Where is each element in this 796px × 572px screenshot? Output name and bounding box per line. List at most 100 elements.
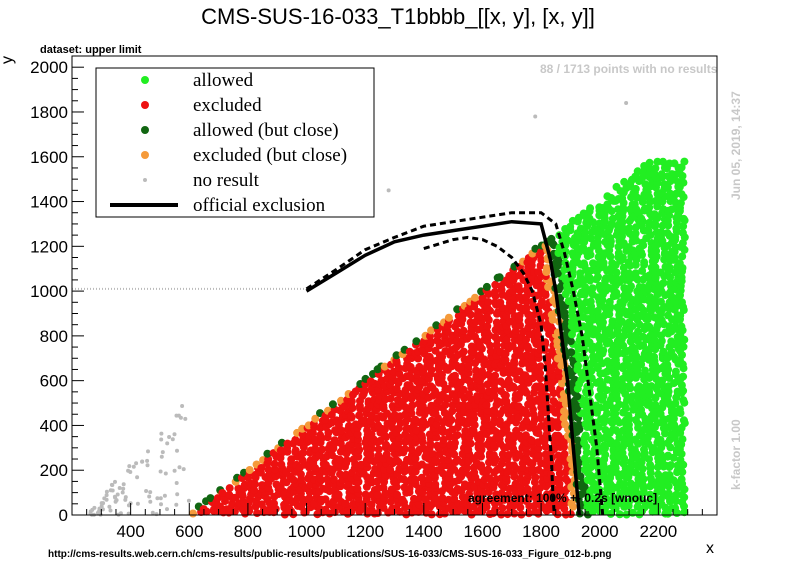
scatter-point <box>586 204 595 213</box>
scatter-point <box>659 157 667 166</box>
scatter-point <box>490 377 499 386</box>
scatter-point <box>624 411 633 420</box>
scatter-point <box>491 371 500 380</box>
scatter-point <box>386 394 395 403</box>
scatter-point-no-result <box>180 404 185 408</box>
scatter-point <box>441 400 450 409</box>
scatter-point <box>374 445 383 454</box>
scatter-point <box>484 465 493 474</box>
scatter-point <box>671 504 680 513</box>
scatter-point <box>663 360 672 369</box>
scatter-point <box>502 397 511 406</box>
scatter-point <box>328 451 336 460</box>
scatter-point <box>496 377 505 386</box>
x-tick-label: 1200 <box>346 522 384 541</box>
scatter-point-no-result <box>144 489 149 493</box>
scatter-point <box>554 451 563 460</box>
scatter-point <box>213 494 222 503</box>
scatter-point <box>360 416 369 425</box>
scatter-point <box>478 294 487 302</box>
scatter-point <box>316 431 325 440</box>
scatter-point <box>218 489 227 497</box>
scatter-point <box>606 480 615 489</box>
scatter-point-no-result <box>123 495 128 500</box>
scatter-point <box>666 273 675 282</box>
scatter-point <box>675 259 684 268</box>
scatter-point <box>432 420 441 429</box>
x-axis-label: x <box>706 540 714 557</box>
scatter-point <box>251 480 259 489</box>
scatter-point <box>534 466 543 474</box>
scatter-point <box>431 456 440 465</box>
scatter-point <box>298 456 307 465</box>
scatter-point <box>470 421 479 430</box>
scatter-point <box>438 425 447 434</box>
legend: allowed excluded allowed (but close) exclud… <box>95 67 375 218</box>
scatter-point <box>393 490 402 499</box>
scatter-point <box>411 415 420 424</box>
scatter-point <box>679 178 688 187</box>
scatter-point <box>677 475 686 484</box>
scatter-point <box>466 439 475 448</box>
scatter-point <box>318 445 327 454</box>
scatter-point <box>527 436 536 445</box>
scatter-point <box>612 288 621 297</box>
scatter-point <box>309 499 318 508</box>
scatter-point-no-result <box>117 486 122 490</box>
legend-dot-marker <box>143 178 147 182</box>
scatter-point <box>581 229 590 237</box>
scatter-point <box>580 234 589 243</box>
scatter-point <box>501 356 510 365</box>
scatter-point-no-result <box>163 471 168 476</box>
scatter-point <box>631 184 640 193</box>
scatter-point-no-result <box>108 508 113 513</box>
scatter-point-no-result <box>104 493 109 498</box>
scatter-point <box>379 483 388 492</box>
scatter-point-no-result <box>135 475 140 480</box>
y-tick-label: 400 <box>40 416 68 435</box>
scatter-point <box>638 266 647 275</box>
legend-box <box>95 67 375 218</box>
scatter-point <box>580 454 589 463</box>
scatter-point <box>620 480 629 488</box>
scatter-point <box>400 445 409 454</box>
scatter-point <box>606 273 615 282</box>
scatter-point <box>386 465 395 474</box>
scatter-point <box>410 494 418 503</box>
scatter-point <box>504 490 513 499</box>
scatter-point <box>276 446 285 455</box>
scatter-point-no-result <box>104 497 109 502</box>
scatter-point <box>587 366 596 375</box>
scatter-point <box>650 210 659 219</box>
scatter-point <box>328 400 337 409</box>
scatter-point-no-result <box>167 435 172 439</box>
scatter-point <box>477 441 486 450</box>
scatter-point <box>626 337 635 346</box>
scatter-point <box>679 416 688 425</box>
scatter-point <box>678 228 687 237</box>
scatter-point <box>639 341 648 350</box>
scatter-point <box>257 500 266 509</box>
legend-label: allowed <box>193 70 254 91</box>
scatter-point <box>573 258 582 267</box>
y-tick-label: 1200 <box>30 237 68 256</box>
scatter-point-no-result <box>158 469 163 474</box>
scatter-point <box>386 456 394 465</box>
scatter-point <box>618 449 627 457</box>
scatter-point <box>323 475 332 484</box>
scatter-point-no-result <box>145 458 150 463</box>
scatter-point <box>618 495 627 504</box>
scatter-point <box>417 431 426 440</box>
scatter-point <box>670 254 679 262</box>
x-tick-label: 1600 <box>464 522 502 541</box>
scatter-point <box>438 494 447 503</box>
exclusion-curves <box>305 211 605 516</box>
x-tick-label: 1400 <box>405 522 443 541</box>
scatter-point <box>651 164 660 173</box>
y-axis-label: y <box>0 56 16 64</box>
scatter-point <box>408 401 417 410</box>
legend-entries: allowed excluded allowed (but close) exclud… <box>110 70 347 216</box>
scatter-point-no-result <box>113 479 117 484</box>
scatter-point <box>659 347 668 356</box>
scatter-point <box>321 495 330 504</box>
